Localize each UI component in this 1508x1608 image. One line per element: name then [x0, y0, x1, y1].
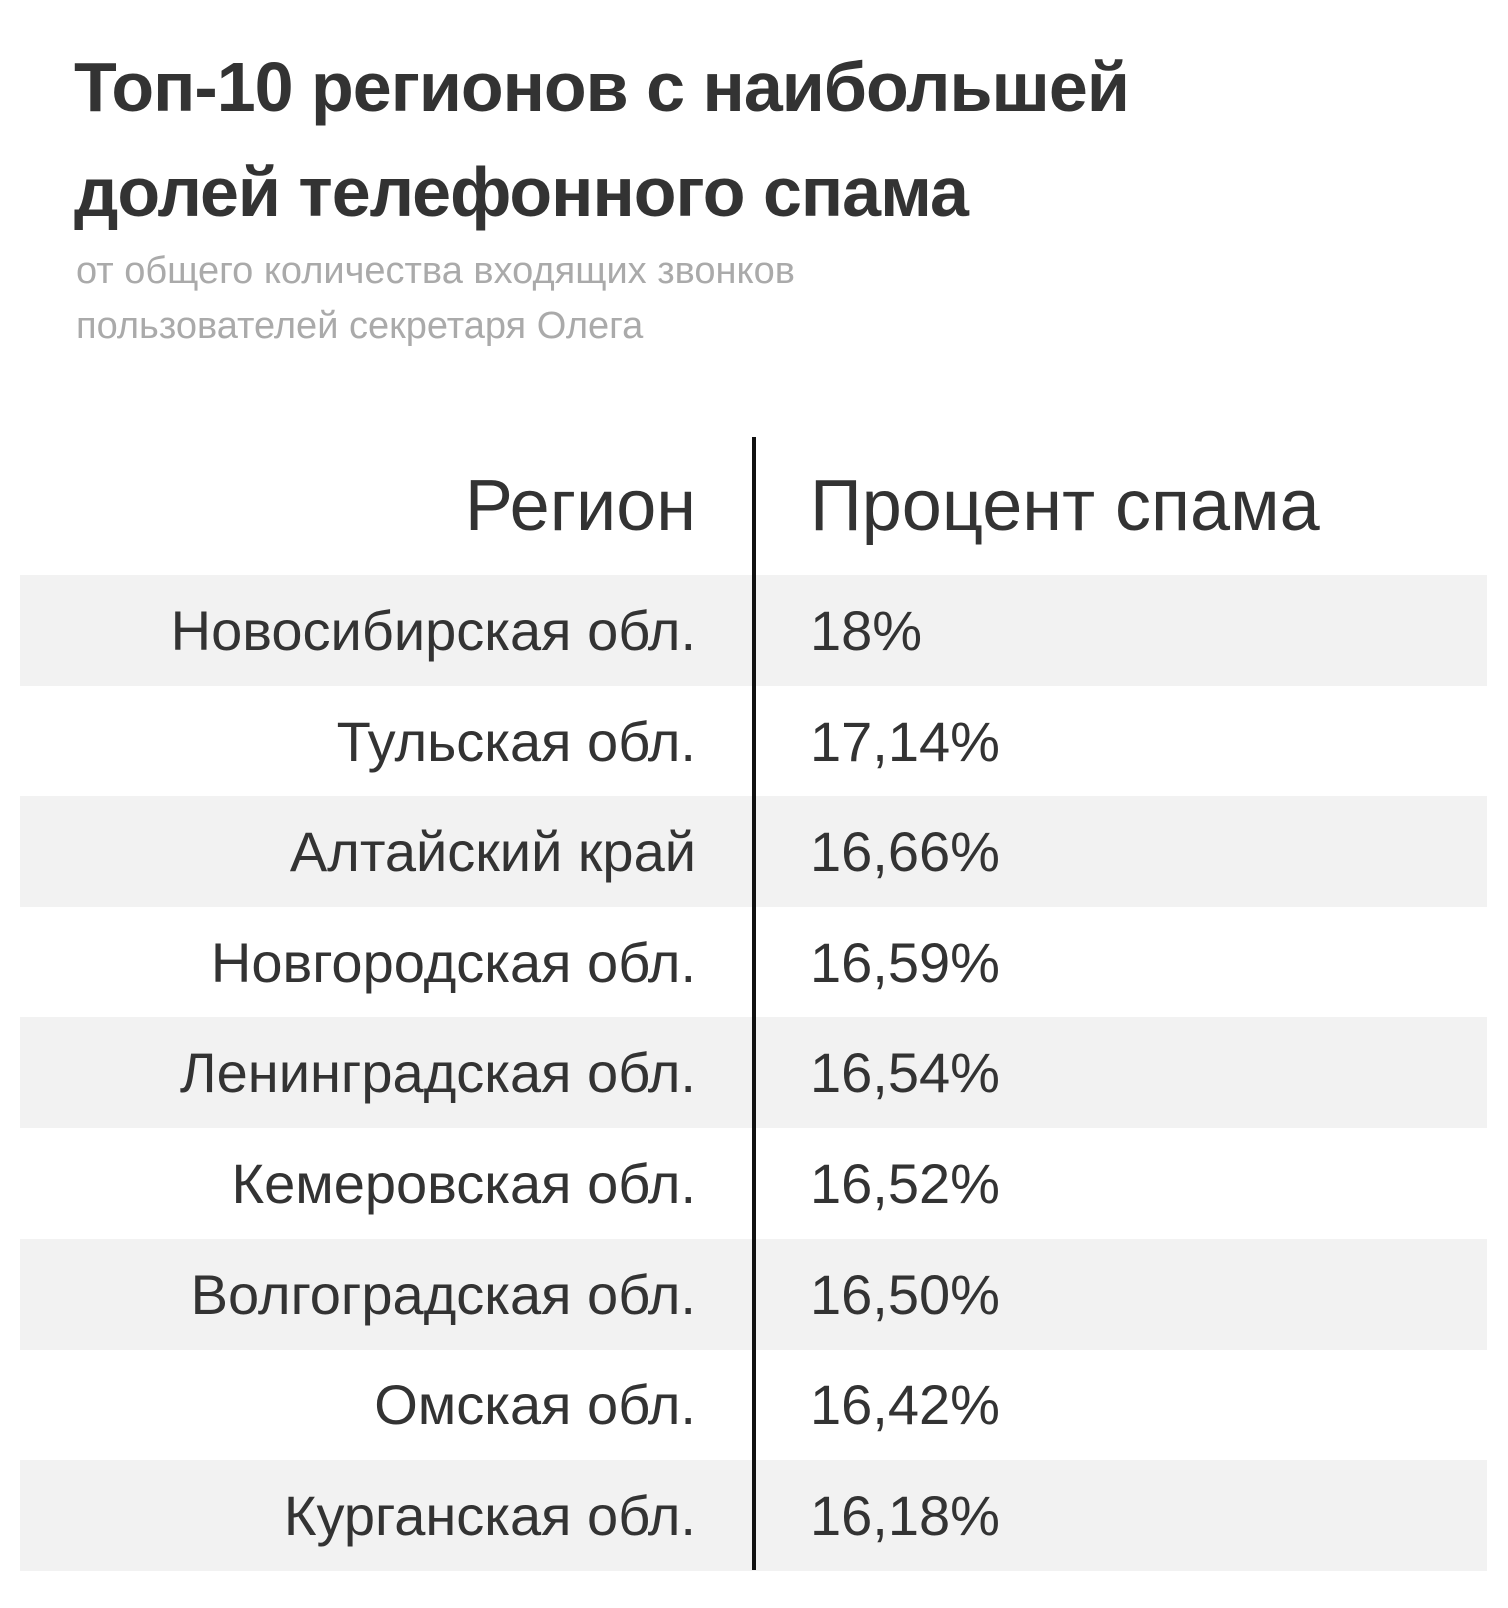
- divider: [752, 437, 756, 1570]
- subtitle: от общего количества входящих звонков: [76, 250, 795, 292]
- region-cell: Омская обл.: [374, 1373, 696, 1437]
- column-header: Процент спама: [810, 466, 1320, 546]
- percent-cell: 16,18%: [810, 1483, 1000, 1547]
- percent-cell: 16,50%: [810, 1262, 1000, 1326]
- percent-cell: 18%: [810, 599, 923, 662]
- region-cell: Тульская обл.: [336, 709, 696, 773]
- region-cell: Новосибирская обл.: [170, 599, 696, 662]
- table-row: Кемеровская обл. 16,52%: [20, 1128, 1487, 1239]
- table-row: Новгородская обл. 16,59%: [20, 907, 1487, 1018]
- percent-cell: 17,14%: [810, 709, 1000, 773]
- region-cell: Курганская обл.: [283, 1483, 696, 1547]
- percent-cell: 16,54%: [810, 1041, 1000, 1105]
- region-cell: Кемеровская обл.: [231, 1152, 696, 1215]
- percent-cell: 16,42%: [810, 1373, 1000, 1437]
- title: Топ-10 регионов с наибольшей: [74, 48, 1130, 126]
- percent-cell: 16,66%: [810, 820, 1000, 884]
- title: долей телефонного спама: [74, 153, 969, 231]
- table-row: Тульская обл. 17,14%: [20, 686, 1487, 797]
- subtitle: пользователей секретаря Олега: [76, 305, 644, 347]
- percent-cell: 16,52%: [810, 1152, 1000, 1215]
- percent-cell: 16,59%: [810, 930, 1000, 994]
- region-cell: Волгоградская обл.: [190, 1262, 696, 1326]
- region-cell: Алтайский край: [289, 820, 696, 884]
- region-cell: Ленинградская обл.: [179, 1041, 696, 1105]
- column-header: Регион: [464, 466, 696, 546]
- region-cell: Новгородская обл.: [210, 930, 696, 994]
- table-row: Омская обл. 16,42%: [20, 1349, 1487, 1460]
